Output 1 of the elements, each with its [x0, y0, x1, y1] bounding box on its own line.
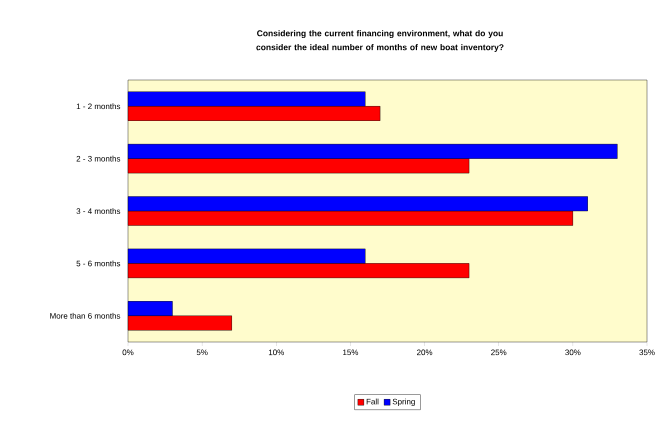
chart-title: Considering the current financing environment, what do you consider the ideal number of months of new boat inventory?	[256, 30, 504, 52]
